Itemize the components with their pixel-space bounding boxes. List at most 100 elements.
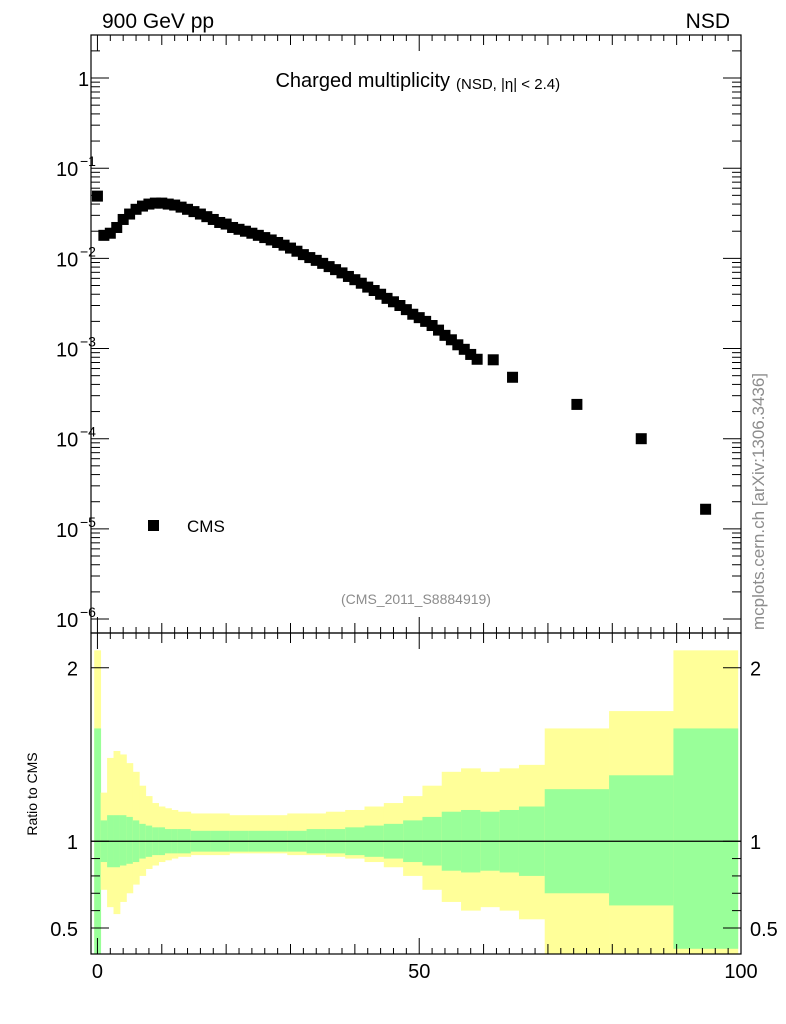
inner-band-bin [609,775,674,906]
data-point [175,201,187,213]
data-point [317,257,329,269]
ratio-y-ticks: 0.5 0.5 1 1 2 2 [50,659,778,941]
legend: CMS [148,517,225,536]
data-point [342,270,354,282]
main-y-tick-label: 10 [56,610,78,632]
data-point [355,277,367,289]
main-frame [90,34,742,634]
data-point [323,261,335,273]
chart-title-suffix: (NSD, |η| < 2.4) [456,76,560,93]
legend-marker [148,520,159,531]
data-point [220,218,232,230]
ratio-x-tick-label: 50 [408,961,430,983]
data-point [227,221,239,233]
data-point [246,227,258,239]
ratio-y-tick-label: 2 [67,659,78,681]
data-point [394,300,406,312]
data-point [291,245,303,257]
data-point [439,329,451,341]
data-point [156,197,168,209]
data-point [349,274,361,286]
data-point [336,267,348,279]
data-point [124,208,136,220]
ratio-y-tick-label-right: 1 [750,832,761,854]
data-point [194,208,206,220]
data-point [487,354,499,366]
data-point [233,223,245,235]
data-point [304,252,316,264]
data-point [465,348,477,360]
data-point [387,296,399,308]
header-left-label: 900 GeV pp [102,10,214,33]
data-point [143,198,155,210]
data-point [452,339,464,351]
ratio-y-tick-label: 1 [67,832,78,854]
ratio-y-tick-label-right: 0.5 [750,919,778,941]
data-point [188,206,200,218]
data-point [265,234,277,246]
data-point [130,203,142,215]
data-point [310,254,322,266]
data-point [182,203,194,215]
main-x-ticks [96,35,742,633]
data-point [98,229,110,241]
data-point [445,334,457,346]
data-point [201,211,213,223]
ratio-x-tick-label: 0 [92,961,103,983]
side-label: mcplots.cern.ch [arXiv:1306.3436] [749,373,768,630]
data-point [91,190,103,202]
data-point [700,503,712,515]
main-y-tick-label: 10 [56,340,78,362]
data-point [149,197,161,209]
data-point [458,343,470,355]
main-y-tick-label: 10 [56,520,78,542]
data-point [400,304,412,316]
main-y-tick-exponent: −1 [80,153,96,169]
ratio-bands [94,650,739,954]
inner-band-bin [673,728,739,949]
data-point [252,229,264,241]
main-y-tick-exponent: −5 [80,514,96,530]
data-point [362,281,374,293]
main-y-tick-exponent: −6 [80,604,96,620]
ratio-x-tick-label: 100 [724,961,757,983]
data-point [162,198,174,210]
ratio-y-tick-label: 0.5 [50,919,78,941]
chart-title: Charged multiplicity [275,70,450,92]
main-panel: 110−110−210−310−410−510−6 Charged multip… [56,34,742,634]
inner-band-bin [126,816,134,864]
inner-band-bin [119,815,127,866]
main-y-tick-label: 10 [56,159,78,181]
data-point [507,371,519,383]
chart-watermark: (CMS_2011_S8884919) [341,591,491,607]
data-point [117,213,129,225]
header-right-label: NSD [686,10,730,33]
data-point [214,216,226,228]
data-point [297,249,309,261]
cms-data-points [91,190,712,515]
main-y-tick-exponent: −4 [80,424,96,440]
data-point [368,285,380,297]
data-point [420,315,432,327]
data-point [407,308,419,320]
data-point [375,288,387,300]
main-y-tick-label: 10 [56,249,78,271]
data-point [413,312,425,324]
ratio-ylabel: Ratio to CMS [24,752,40,835]
main-y-tick-exponent: −2 [80,243,96,259]
data-point [104,227,116,239]
data-point [330,264,342,276]
data-point [635,433,647,445]
data-point [571,398,583,410]
data-point [381,292,393,304]
data-point [278,239,290,251]
data-point [259,232,271,244]
ratio-y-tick-label-right: 2 [750,659,761,681]
main-y-tick-exponent: −3 [80,334,96,350]
data-point [285,242,297,254]
data-point [136,200,148,212]
data-point [111,221,123,233]
data-point [239,225,251,237]
main-y-tick-label: 1 [78,69,89,91]
